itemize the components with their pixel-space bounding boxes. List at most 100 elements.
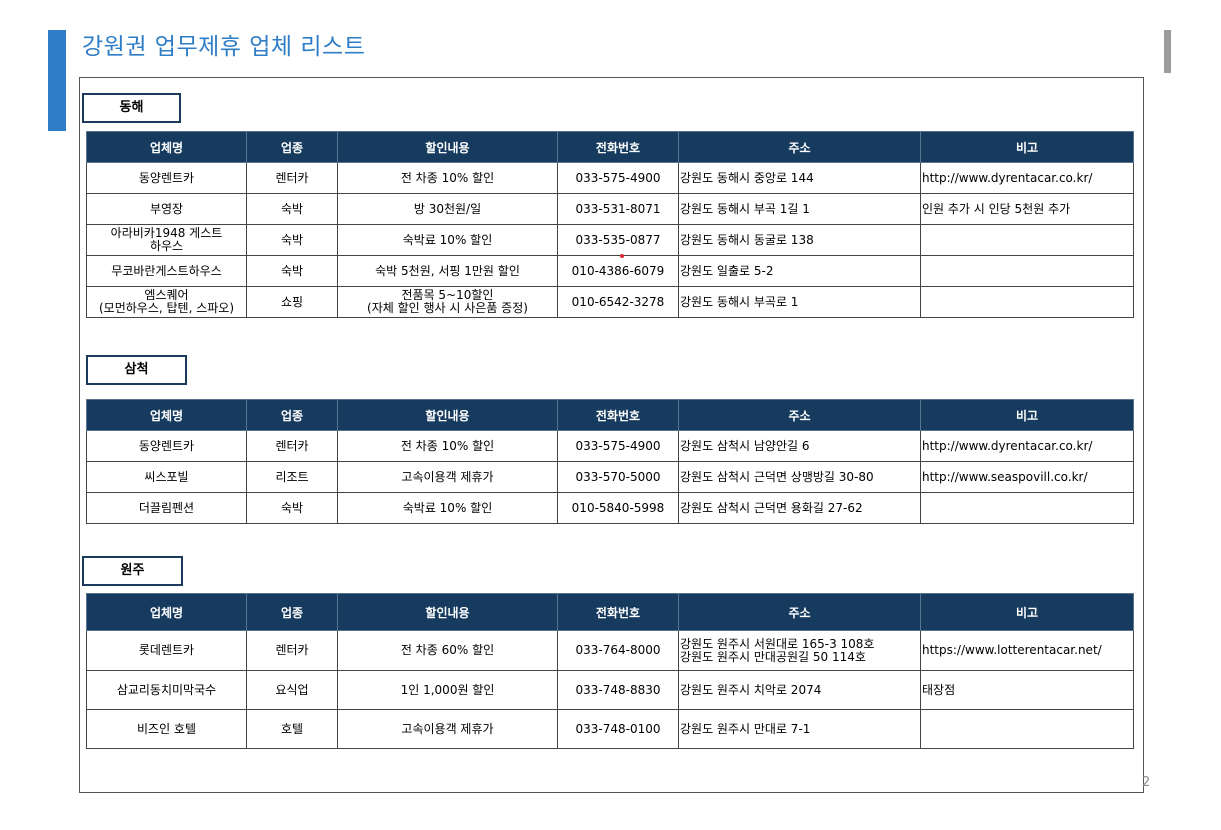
- cell-line: 숙박 5천원, 서핑 1만원 할인: [375, 263, 520, 278]
- partner-table-samcheok: 업체명 업종 할인내용 전화번호 주소 비고 동양렌트카 렌터카 전 차종 10% 할인 033-…: [86, 399, 1134, 524]
- cell-phone: 033-748-0100: [557, 709, 679, 749]
- cell-address: 강원도 동해시 중앙로 144: [678, 162, 921, 194]
- cell-business-type: 숙박: [246, 224, 338, 256]
- cell-address: 강원도 동해시 동굴로 138: [678, 224, 921, 256]
- cell-line: 전 차종 60% 할인: [400, 643, 495, 657]
- cell-business-type: 리조트: [246, 461, 338, 493]
- cell-business-type: 쇼핑: [246, 286, 338, 318]
- cell-line: (자체 할인 행사 시 사은품 증정): [367, 301, 528, 315]
- cell-note: http://www.dyrentacar.co.kr/: [920, 430, 1134, 462]
- cell-discount: 숙박료 10% 할인: [337, 224, 558, 256]
- column-header-discount: 할인내용: [337, 131, 558, 163]
- cell-discount: 고속이용객 제휴가: [337, 709, 558, 749]
- cell-line: 강원도 삼척시 근덕면 용화길 27-62: [680, 500, 863, 515]
- cell-line: 강원도 삼척시 남양안길 6: [680, 438, 810, 453]
- column-header-note: 비고: [920, 593, 1134, 631]
- column-header-address: 주소: [678, 593, 921, 631]
- cell-discount: 1인 1,000원 할인: [337, 670, 558, 710]
- cell-business-type: 호텔: [246, 709, 338, 749]
- column-header-phone: 전화번호: [557, 399, 679, 431]
- region-label-donghae: 동해: [82, 93, 181, 123]
- page-title: 강원권 업무제휴 업체 리스트: [82, 34, 366, 60]
- cell-line: 강원도 동해시 중앙로 144: [680, 170, 814, 185]
- cell-line: 부영장: [149, 201, 184, 216]
- cell-line: 씨스포빌: [144, 469, 189, 484]
- cell-company-name: 동양렌트카: [86, 162, 247, 194]
- partner-table-wonju: 업체명 업종 할인내용 전화번호 주소 비고 롯데렌트카 렌터카 전 차종 60% 할인 033-…: [86, 593, 1134, 749]
- cell-discount: 전품목 5~10할인 (자체 할인 행사 시 사은품 증정): [337, 286, 558, 318]
- partner-table-donghae: 업체명 업종 할인내용 전화번호 주소 비고 동양렌트카 렌터카 전 차종 10% 할인 033-…: [86, 131, 1134, 318]
- cell-phone: 010-5840-5998: [557, 492, 679, 524]
- column-header-company-name: 업체명: [86, 399, 247, 431]
- cell-line: 삼교리동치미막국수: [116, 682, 217, 697]
- table-header-row: 업체명 업종 할인내용 전화번호 주소 비고: [86, 593, 1134, 631]
- table-row: 엠스퀘어 (모먼하우스, 탑텐, 스파오) 쇼핑 전품목 5~10할인 (자체 할인 행…: [86, 286, 1134, 318]
- column-header-address: 주소: [678, 399, 921, 431]
- cell-phone: 033-764-8000: [557, 630, 679, 671]
- cell-line: 엠스퀘어: [144, 288, 189, 302]
- cell-address: 강원도 동해시 부곡 1길 1: [678, 193, 921, 225]
- cell-phone: 033-531-8071: [557, 193, 679, 225]
- cell-address: 강원도 원주시 치악로 2074: [678, 670, 921, 710]
- cell-line: 숙박료 10% 할인: [402, 500, 493, 515]
- table-row: 롯데렌트카 렌터카 전 차종 60% 할인 033-764-8000 강원도 원주시 서…: [86, 630, 1134, 671]
- cell-line: 하우스: [149, 239, 184, 253]
- cell-address: 강원도 원주시 서원대로 165-3 108호 강원도 원주시 만대공원길 50 …: [678, 630, 921, 671]
- cell-line: 고속이용객 제휴가: [401, 721, 494, 736]
- cell-line: 롯데렌트카: [138, 643, 195, 657]
- cell-line: 숙박료 10% 할인: [402, 232, 493, 247]
- cell-line: 강원도 동해시 동굴로 138: [680, 232, 814, 247]
- cell-note: [920, 224, 1134, 256]
- column-header-business-type: 업종: [246, 131, 338, 163]
- cell-line: 무코바란게스트하우스: [111, 263, 222, 278]
- page-number: 2: [1142, 775, 1151, 790]
- cell-line: 강원도 원주시 만대공원길 50 114호: [680, 649, 866, 664]
- cell-line: 강원도 삼척시 근덕면 상맹방길 30-80: [680, 469, 874, 484]
- cell-business-type: 숙박: [246, 492, 338, 524]
- table-row: 무코바란게스트하우스 숙박 숙박 5천원, 서핑 1만원 할인 010-4386-60…: [86, 255, 1134, 287]
- column-header-phone: 전화번호: [557, 593, 679, 631]
- column-header-company-name: 업체명: [86, 131, 247, 163]
- cell-line: 1인 1,000원 할인: [400, 682, 495, 697]
- cell-address: 강원도 동해시 부곡로 1: [678, 286, 921, 318]
- column-header-discount: 할인내용: [337, 593, 558, 631]
- cell-phone: 010-4386-6079: [557, 255, 679, 287]
- cell-line: 고속이용객 제휴가: [401, 469, 494, 484]
- column-header-address: 주소: [678, 131, 921, 163]
- column-header-company-name: 업체명: [86, 593, 247, 631]
- cell-line: 더끌림펜션: [138, 500, 195, 515]
- cell-line: 강원도 동해시 부곡로 1: [680, 294, 799, 309]
- cell-business-type: 렌터카: [246, 162, 338, 194]
- table-header-row: 업체명 업종 할인내용 전화번호 주소 비고: [86, 131, 1134, 163]
- cell-line: 강원도 원주시 치악로 2074: [680, 682, 822, 697]
- column-header-business-type: 업종: [246, 399, 338, 431]
- cell-business-type: 숙박: [246, 193, 338, 225]
- table-row: 부영장 숙박 방 30천원/일 033-531-8071 강원도 동해시 부곡 1길 1…: [86, 193, 1134, 225]
- cell-address: 강원도 삼척시 근덕면 용화길 27-62: [678, 492, 921, 524]
- cell-address: 강원도 삼척시 남양안길 6: [678, 430, 921, 462]
- column-header-business-type: 업종: [246, 593, 338, 631]
- cell-company-name: 더끌림펜션: [86, 492, 247, 524]
- cell-note: [920, 492, 1134, 524]
- table-row: 씨스포빌 리조트 고속이용객 제휴가 033-570-5000 강원도 삼척시 근덕면 …: [86, 461, 1134, 493]
- cell-discount: 숙박 5천원, 서핑 1만원 할인: [337, 255, 558, 287]
- column-header-note: 비고: [920, 131, 1134, 163]
- cell-phone: 033-748-8830: [557, 670, 679, 710]
- cell-line: 방 30천원/일: [413, 201, 482, 216]
- cell-note: 인원 추가 시 인당 5천원 추가: [920, 193, 1134, 225]
- cell-phone: 033-570-5000: [557, 461, 679, 493]
- cell-note: 태장점: [920, 670, 1134, 710]
- cell-discount: 고속이용객 제휴가: [337, 461, 558, 493]
- cell-business-type: 요식업: [246, 670, 338, 710]
- table-row: 비즈인 호텔 호텔 고속이용객 제휴가 033-748-0100 강원도 원주시 만대로…: [86, 709, 1134, 749]
- cell-note: https://www.lotterentacar.net/: [920, 630, 1134, 671]
- cell-address: 강원도 일출로 5-2: [678, 255, 921, 287]
- cell-line: 전 차종 10% 할인: [400, 170, 495, 185]
- region-label-samcheok: 삼척: [86, 355, 187, 385]
- cell-discount: 방 30천원/일: [337, 193, 558, 225]
- cell-discount: 전 차종 60% 할인: [337, 630, 558, 671]
- cell-company-name: 동양렌트카: [86, 430, 247, 462]
- column-header-note: 비고: [920, 399, 1134, 431]
- cell-company-name: 아라비카1948 게스트 하우스: [86, 224, 247, 256]
- cell-phone: 033-535-0877: [557, 224, 679, 256]
